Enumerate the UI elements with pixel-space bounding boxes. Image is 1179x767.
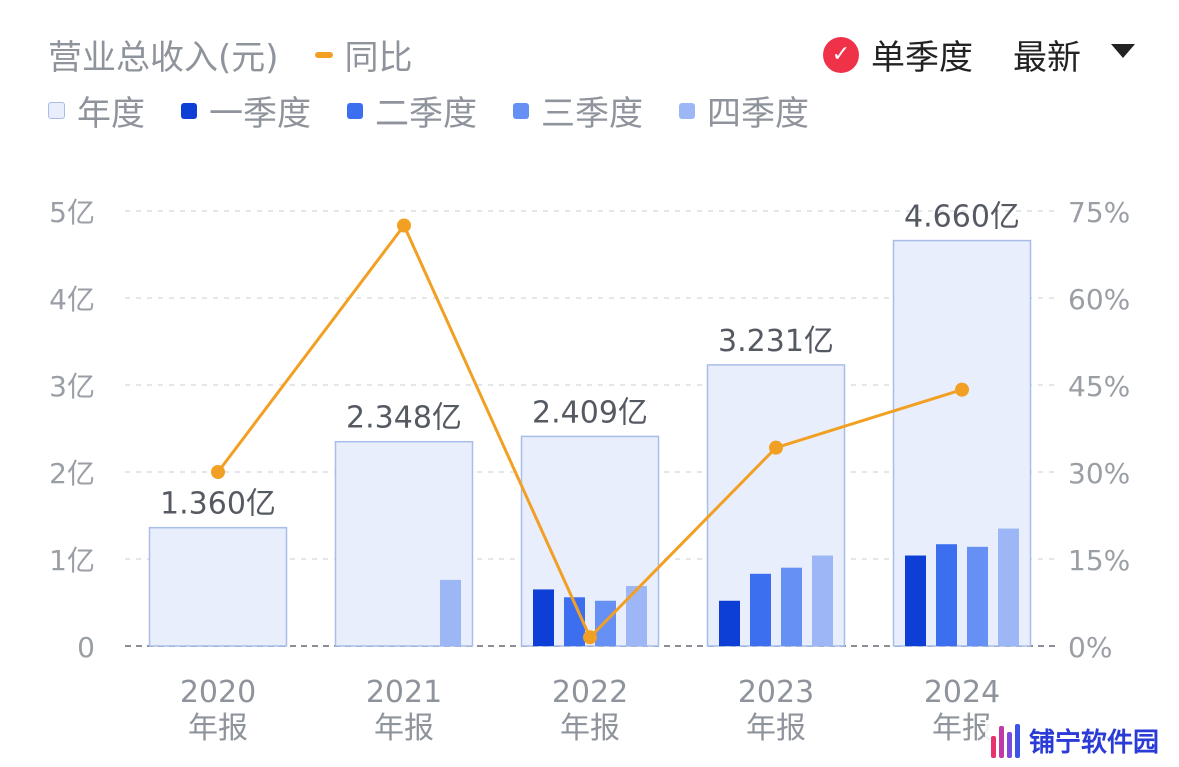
y-right-tick-label: 75% <box>1068 196 1130 229</box>
q4-swatch-icon <box>679 102 695 119</box>
watermark: 铺宁软件园 <box>984 720 1165 761</box>
annual-value-label: 2.409亿 <box>532 395 648 430</box>
q1-swatch-icon <box>181 102 197 119</box>
q3-swatch-icon <box>513 102 529 119</box>
annual-swatch-icon <box>48 102 65 119</box>
y-right-tick-label: 60% <box>1068 283 1130 316</box>
legend-yoy[interactable]: 同比 <box>314 30 413 79</box>
annual-value-label: 1.360亿 <box>160 487 276 522</box>
legend-row-top: 营业总收入(元) 同比 <box>48 30 449 79</box>
annual-bar <box>148 526 288 647</box>
quarter-bar-q3 <box>967 546 988 646</box>
x-tick-label: 2023 年报 <box>738 675 814 746</box>
quarter-bar-q2 <box>750 573 771 646</box>
yoy-line-layer <box>211 218 969 645</box>
y-right-tick-label: 45% <box>1068 370 1130 403</box>
quarter-bar-q3 <box>781 567 802 646</box>
legend-annual-label: 年度 <box>77 94 145 134</box>
label-layer: 0 1亿 2亿 3亿 4亿 5亿 0% 15% 30% 45% 60% 75% 1.360亿 2.348亿… <box>49 196 1130 746</box>
quarter-bar-q4 <box>998 528 1019 646</box>
yoy-line-swatch-icon <box>314 51 333 58</box>
annual-value-label: 4.660亿 <box>904 200 1020 235</box>
quarter-bar-q2 <box>564 597 585 646</box>
legend-metric-label: 营业总收入(元) <box>48 38 279 78</box>
y-left-tick-label: 0 <box>77 631 95 664</box>
x-tick-label: 2021 年报 <box>366 675 442 746</box>
quarter-bar-q1 <box>533 589 554 646</box>
checkmark-icon[interactable]: ✓ <box>823 36 859 73</box>
quarter-bar-q4 <box>626 585 647 646</box>
legend-q1-label: 一季度 <box>209 94 311 134</box>
quarter-bar-q4 <box>812 555 833 646</box>
legend-q2-label: 二季度 <box>375 94 477 134</box>
y-left-tick-label: 1亿 <box>49 544 95 577</box>
legend-q3-label: 三季度 <box>541 94 643 134</box>
yoy-point <box>211 465 225 479</box>
x-tick-label: 2020 年报 <box>180 675 256 746</box>
yoy-point <box>769 440 783 455</box>
yoy-point <box>583 630 597 645</box>
chevron-down-icon[interactable] <box>1111 43 1135 58</box>
yoy-point <box>397 218 411 233</box>
x-tick-label: 2022 年报 <box>552 675 628 746</box>
quarter-bar-q1 <box>719 600 740 646</box>
legend-annual[interactable]: 年度 <box>48 86 145 135</box>
x-tick-label: 2024 年报 <box>924 675 1000 746</box>
latest-dropdown-label[interactable]: 最新 <box>1013 38 1081 78</box>
annual-value-label: 3.231亿 <box>718 324 834 359</box>
legend-yoy-label: 同比 <box>344 38 413 78</box>
legend-row-series: 年度 一季度 二季度 三季度 四季度 <box>48 86 845 135</box>
quarter-bar-q2 <box>936 544 957 646</box>
legend-metric: 营业总收入(元) <box>48 30 279 79</box>
watermark-text: 铺宁软件园 <box>1028 728 1159 758</box>
y-left-tick-label: 5亿 <box>49 196 95 229</box>
legend-q4[interactable]: 四季度 <box>679 86 809 135</box>
y-left-tick-label: 4亿 <box>49 283 95 316</box>
yoy-point <box>955 382 969 397</box>
y-right-tick-label: 0% <box>1068 631 1112 664</box>
quarter-bar-q1 <box>905 555 926 646</box>
annual-value-label: 2.348亿 <box>346 401 462 436</box>
quarter-bar-q4 <box>440 579 461 646</box>
q2-swatch-icon <box>347 102 363 119</box>
legend-q4-label: 四季度 <box>707 94 809 134</box>
legend-q1[interactable]: 一季度 <box>181 86 311 135</box>
watermark-logo-icon <box>990 723 1023 758</box>
legend-q2[interactable]: 二季度 <box>347 86 477 135</box>
single-quarter-toggle[interactable]: 单季度 <box>871 38 973 78</box>
bar-layer <box>148 239 1032 647</box>
y-left-tick-label: 3亿 <box>49 370 95 403</box>
y-left-tick-label: 2亿 <box>49 457 95 490</box>
chart-controls: ✓ 单季度 最新 <box>823 30 1135 79</box>
y-right-tick-label: 30% <box>1068 457 1130 490</box>
y-right-tick-label: 15% <box>1068 544 1130 577</box>
legend-q3[interactable]: 三季度 <box>513 86 643 135</box>
